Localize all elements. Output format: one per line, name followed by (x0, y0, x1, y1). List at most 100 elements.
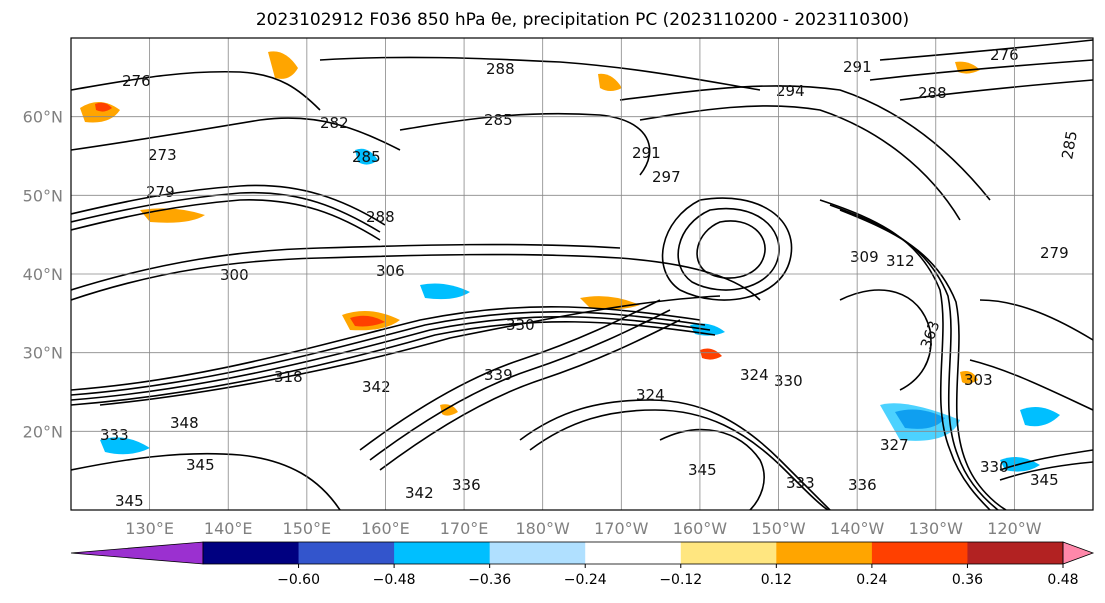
contour-label: 333 (786, 474, 815, 492)
colorbar-segment (203, 542, 300, 564)
contour-label: 306 (376, 262, 405, 280)
precip-patch (1020, 406, 1060, 427)
contour-label: 303 (964, 371, 993, 389)
contour-line (359, 299, 661, 451)
contour-line (979, 299, 1093, 341)
contour-line (999, 461, 1093, 481)
contour-line (869, 59, 1093, 81)
contour-label: 276 (990, 46, 1019, 64)
contour-line (71, 243, 621, 291)
contour-line (661, 197, 793, 301)
contour-label: 291 (632, 144, 661, 162)
contour-label: 336 (848, 476, 877, 494)
contour-label: 336 (452, 476, 481, 494)
contour-line (71, 316, 711, 401)
contour-line (899, 79, 1093, 101)
contour-label: 294 (776, 82, 805, 100)
colorbar-segment (298, 542, 395, 564)
contour-line (71, 452, 341, 510)
contour-label: 330 (980, 458, 1009, 476)
map-frame (70, 37, 1094, 511)
contour-label: 345 (186, 456, 215, 474)
colorbar-tick-label: −0.60 (277, 572, 320, 588)
colorbar-segment (967, 542, 1064, 564)
latitude-labels: 20°N 30°N 40°N 50°N 60°N (23, 108, 63, 442)
contour-label: 288 (486, 60, 515, 78)
contour-label: 348 (170, 414, 199, 432)
contour-line (619, 85, 991, 201)
precip-patch (355, 148, 378, 165)
colorbar (70, 541, 1095, 568)
colorbar-segment (680, 542, 777, 564)
contour-line (99, 295, 721, 406)
contour-label: 333 (100, 426, 129, 444)
longitude-tick-label: 140°E (204, 519, 253, 538)
longitude-tick-label: 120°W (987, 519, 1042, 538)
colorbar-tick-label: 0.48 (1047, 572, 1078, 588)
colorbar-segment (871, 542, 968, 564)
contour-label: 324 (740, 366, 769, 384)
chart-title: 2023102912 F036 850 hPa θe, precipitatio… (255, 10, 910, 30)
precip-patch (440, 404, 458, 416)
contour-line (71, 321, 716, 406)
contour-label: 330 (506, 316, 535, 334)
contour-label: 330 (774, 372, 803, 390)
contour-line (71, 117, 401, 151)
contour-label: 345 (688, 461, 717, 479)
contour-line (71, 311, 706, 396)
contour-line (696, 220, 766, 279)
contour-label: 339 (484, 366, 513, 384)
colorbar-labels: −0.60 −0.48 −0.36 −0.24 −0.12 0.12 0.24 0.36 0.4… (277, 572, 1078, 588)
theta-e-contours (71, 39, 1093, 510)
contour-line (659, 428, 765, 510)
contour-line (71, 253, 761, 301)
contour-line (677, 207, 780, 291)
precip-patch (268, 51, 298, 79)
longitude-tick-label: 130°W (909, 519, 964, 538)
contour-label: 345 (115, 492, 144, 510)
contour-label: 285 (352, 148, 381, 166)
contour-line (71, 184, 386, 226)
contour-line (379, 319, 681, 471)
gridlines (71, 38, 1093, 510)
contour-labels: 276 288 285 282 279 273 291 294 297 285 … (100, 46, 1081, 510)
contour-label: 312 (886, 252, 915, 270)
contour-label: 318 (274, 368, 303, 386)
longitude-tick-label: 130°E (125, 519, 174, 538)
contour-label: 288 (918, 84, 947, 102)
contour-line (71, 70, 321, 111)
colorbar-extend-high (1062, 541, 1095, 565)
colorbar-segment (776, 542, 873, 564)
contour-line (999, 449, 1093, 471)
colorbar-tick-label: −0.48 (373, 572, 416, 588)
precip-patch (598, 73, 622, 91)
map-content: 276 288 285 282 279 273 291 294 297 285 … (71, 38, 1093, 510)
contour-label: 324 (636, 386, 665, 404)
contour-label: 300 (220, 266, 249, 284)
precip-patch (350, 315, 385, 327)
contour-line (879, 39, 1093, 61)
contour-line (529, 409, 829, 510)
contour-label: 345 (1030, 471, 1059, 489)
precip-patch (100, 437, 150, 455)
latitude-tick-label: 20°N (23, 422, 63, 441)
colorbar-frame (202, 541, 1064, 565)
contour-label: 327 (880, 436, 909, 454)
longitude-tick-label: 160°E (361, 519, 410, 538)
contour-label: 297 (652, 168, 681, 186)
colorbar-tick-label: 0.36 (952, 572, 983, 588)
contour-label: 282 (320, 114, 349, 132)
colorbar-tick-label: 0.24 (856, 572, 887, 588)
contour-line (71, 191, 381, 233)
contour-line (519, 399, 831, 510)
precip-patch (960, 371, 978, 384)
contour-line (319, 56, 761, 91)
longitude-tick-label: 170°E (440, 519, 489, 538)
colorbar-tick-label: −0.24 (564, 572, 607, 588)
colorbar-tick-label: −0.12 (659, 572, 702, 588)
contour-label: 279 (1040, 244, 1069, 262)
contour-label: 288 (366, 208, 395, 226)
longitude-tick-label: 160°W (673, 519, 728, 538)
colorbar-tick-label: −0.36 (468, 572, 511, 588)
